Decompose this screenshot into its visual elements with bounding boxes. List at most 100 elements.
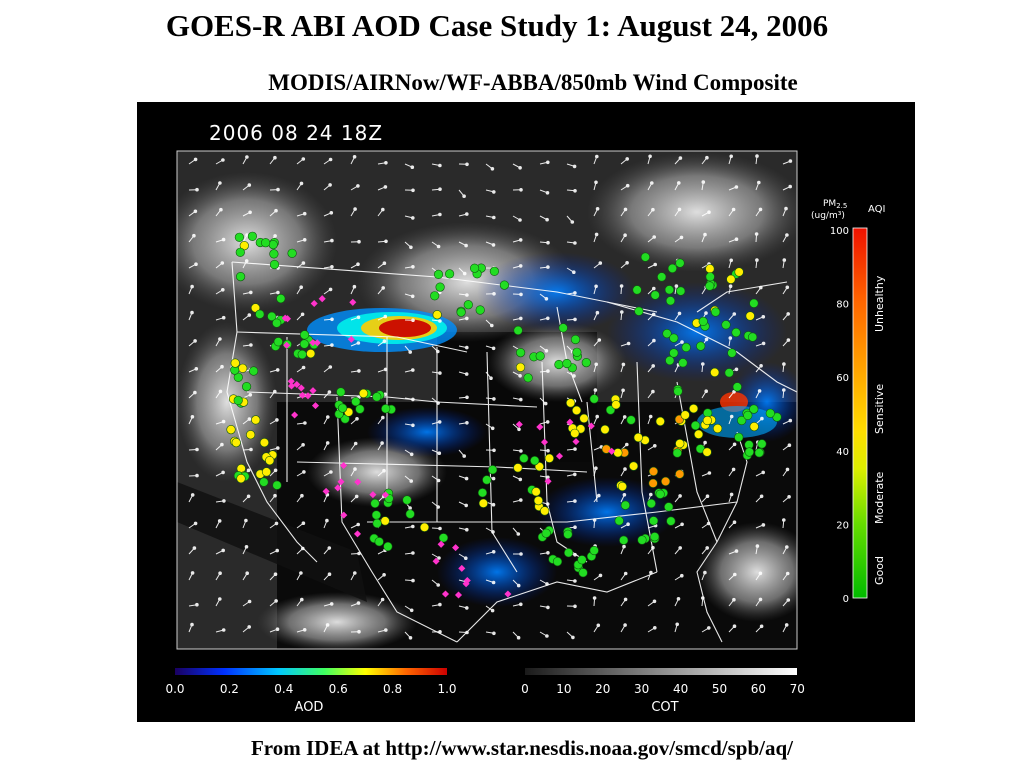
airnow-station xyxy=(239,241,249,251)
wind-arrow-head xyxy=(518,166,522,170)
fire-detection xyxy=(309,339,317,347)
wind-arrow-head xyxy=(705,155,709,160)
wind-arrow-head xyxy=(301,546,305,551)
wind-arrow-head xyxy=(755,258,759,262)
wind-arrow-head xyxy=(516,583,521,588)
wind-arrow-head xyxy=(489,376,493,381)
wind-arrow-head xyxy=(704,311,708,315)
wind-arrow-head xyxy=(653,444,657,448)
wind-arrow-head xyxy=(381,415,385,420)
airnow-station xyxy=(230,358,240,368)
wind-arrow-head xyxy=(326,415,330,419)
wind-arrow-head xyxy=(491,580,496,585)
pm-tick-label: 80 xyxy=(836,300,849,311)
wind-arrow-head xyxy=(785,571,790,576)
wind-arrow-head xyxy=(302,238,307,242)
wind-arrow-head xyxy=(328,287,333,292)
airnow-station xyxy=(430,291,440,301)
wind-arrow-head xyxy=(761,341,766,346)
wind-arrow-head xyxy=(678,494,682,498)
wind-arrow-head xyxy=(195,187,199,192)
airnow-station xyxy=(657,272,667,282)
wind-arrow-head xyxy=(679,235,684,240)
wind-arrow-head xyxy=(302,470,306,474)
wind-arrow-head xyxy=(436,505,441,509)
wind-arrow-head xyxy=(759,364,763,368)
wind-arrow-head xyxy=(438,602,442,607)
cot-tick-label: 60 xyxy=(751,682,766,696)
wind-arrow-head xyxy=(573,604,577,609)
wind-arrow-head xyxy=(408,506,412,510)
wind-arrow-head xyxy=(247,625,251,629)
airnow-station xyxy=(475,305,485,315)
wind-arrow-head xyxy=(248,393,253,397)
wind-arrow-head xyxy=(519,602,523,607)
wind-arrow-head xyxy=(704,337,709,342)
wind-arrow-head xyxy=(786,312,791,316)
wind-arrow-head xyxy=(437,420,442,424)
aod-color-scale xyxy=(175,668,447,675)
airnow-station xyxy=(705,272,715,282)
wind-arrow-head xyxy=(300,493,304,498)
wind-arrow-head xyxy=(622,544,626,549)
wind-arrow-head xyxy=(648,414,653,419)
wind-arrow-head xyxy=(409,245,413,250)
wind-arrow-head xyxy=(438,371,442,375)
wind-arrow-head xyxy=(761,315,766,319)
wind-arrow-head xyxy=(382,468,386,473)
airnow-station xyxy=(734,432,744,442)
fire-detection xyxy=(340,461,348,470)
aqi-category-good: Good xyxy=(873,556,886,585)
wind-arrow-head xyxy=(193,339,197,343)
cot-colorbar: 0 10 20 30 40 50 60 70 COT xyxy=(521,668,805,715)
wind-arrow-head xyxy=(408,636,413,640)
wind-arrow-head xyxy=(787,443,792,448)
wind-arrow-head xyxy=(353,441,358,446)
airnow-station xyxy=(721,320,731,330)
wind-arrow-head xyxy=(734,237,739,241)
wind-arrow-head xyxy=(546,160,550,165)
wind-arrow-head xyxy=(734,185,739,189)
wind-arrow-head xyxy=(732,312,737,316)
wind-arrow-head xyxy=(411,216,415,220)
wind-arrow-head xyxy=(356,184,360,188)
wind-arrow-head xyxy=(190,284,194,289)
wind-arrow-head xyxy=(595,414,600,419)
wind-arrow-head xyxy=(465,395,469,400)
airnow-station xyxy=(247,231,257,241)
wind-arrow-head xyxy=(731,207,736,212)
wind-arrow-head xyxy=(573,552,577,557)
aqi-category-unhealthy: Unhealthy xyxy=(873,275,886,332)
wind-arrow-head xyxy=(707,210,711,214)
wind-arrow-head xyxy=(597,493,601,498)
wind-arrow-head xyxy=(381,286,385,290)
fire-detection xyxy=(454,591,463,599)
wind-arrow-head xyxy=(785,285,790,290)
wind-arrow-head xyxy=(594,284,598,289)
wind-arrow-head xyxy=(327,572,332,577)
wind-arrow-head xyxy=(411,423,415,428)
wind-arrow-head xyxy=(247,417,252,421)
wind-arrow-head xyxy=(757,180,761,185)
wind-arrow-head xyxy=(678,156,683,160)
aod-tick-label: 0.6 xyxy=(329,682,348,696)
airnow-station xyxy=(731,327,741,338)
cot-tick-label: 0 xyxy=(521,682,529,696)
wind-arrow-head xyxy=(728,336,733,340)
airnow-station xyxy=(726,274,736,284)
airnow-station xyxy=(648,516,659,526)
pm-legend-subscript: 2.5 xyxy=(836,202,847,210)
wind-arrow-head xyxy=(221,470,225,475)
wind-arrow-head xyxy=(598,573,603,578)
wind-arrow-head xyxy=(437,556,441,560)
wind-arrow-head xyxy=(545,420,550,424)
wind-arrow-head xyxy=(573,499,577,503)
wind-arrow-head xyxy=(573,472,577,477)
wind-arrow-head xyxy=(190,571,195,575)
airnow-station xyxy=(380,516,390,526)
map-timestamp: 2006 08 24 18Z xyxy=(209,121,383,145)
wind-arrow-head xyxy=(785,233,789,237)
wind-arrow-head xyxy=(732,597,736,602)
airnow-station xyxy=(233,395,243,406)
wind-arrow-head xyxy=(408,350,413,354)
